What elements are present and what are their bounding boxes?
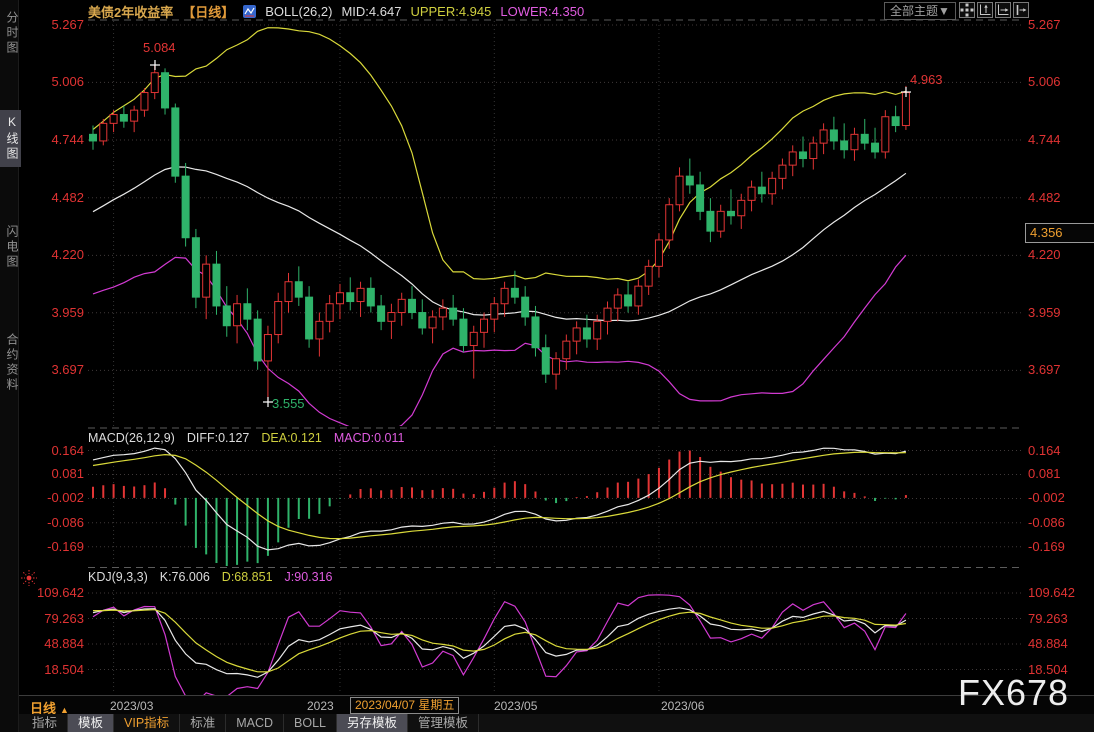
kdj-d-value: D:68.851 <box>221 570 273 584</box>
instrument-title: 美债2年收益率 <box>88 4 174 20</box>
y-axis-label-left: 4.220 <box>51 247 84 263</box>
date-tick-label: 2023/06 <box>661 699 705 713</box>
date-tick-label: 2023/03 <box>110 699 154 713</box>
period-arrow-icon: ▲ <box>60 705 69 715</box>
kdj-header: KDJ(9,3,3) K:76.006 D:68.851 J:90.316 <box>88 570 333 584</box>
y-axis-label-right: 48.884 <box>1028 636 1068 651</box>
period-tag: 【日线】 <box>182 4 235 20</box>
boll-upper-value: UPPER:4.945 <box>410 3 492 19</box>
boll-indicator-label: BOLL(26,2) <box>265 3 333 19</box>
scale-horizontal-icon[interactable] <box>995 2 1011 18</box>
period-selector[interactable]: 日线 ▲ <box>30 698 69 717</box>
scale-vertical-icon[interactable] <box>977 2 993 18</box>
y-axis-label-right: -0.002 <box>1028 490 1065 506</box>
alert-sun-icon[interactable] <box>20 569 38 587</box>
selected-date-box: 2023/04/07 星期五 <box>350 697 460 714</box>
y-axis-label-left: 3.959 <box>51 304 84 320</box>
tab-templates[interactable]: 模板 <box>68 714 115 732</box>
y-axis-label-right: -0.169 <box>1028 538 1065 554</box>
y-axis-label-left: -0.002 <box>47 490 84 506</box>
kdj-k-value: K:76.006 <box>159 570 210 584</box>
sidebar: 分时图 K线图 闪电图 合约资料 <box>0 0 21 732</box>
y-axis-label-left: 4.482 <box>51 189 84 205</box>
y-axis-label-right: 0.081 <box>1028 466 1061 482</box>
tab-save-template[interactable]: 另存模板 <box>336 714 408 732</box>
period-label: 日线 <box>30 701 57 716</box>
y-axis-label-left: 5.267 <box>51 17 84 32</box>
y-axis-label-right: 5.267 <box>1028 17 1061 32</box>
y-axis-label-right: 79.263 <box>1028 610 1068 626</box>
tab-manage-template[interactable]: 管理模板 <box>408 714 480 732</box>
sidebar-item-timeshare-chart[interactable]: 分时图 <box>5 11 19 56</box>
y-axis-label-right: 3.959 <box>1028 304 1061 320</box>
date-tick-label: 2023/05 <box>494 699 538 713</box>
y-axis-label-right: 18.504 <box>1028 661 1068 677</box>
tab-standard[interactable]: 标准 <box>180 714 227 732</box>
theme-dropdown[interactable]: 全部主题▼ <box>884 2 956 20</box>
bottom-toolbar: 指标 模板 VIP指标 标准 MACD BOLL 另存模板 管理模板 <box>18 714 1094 732</box>
y-axis-label-left: -0.169 <box>47 538 84 554</box>
sidebar-item-flash-chart[interactable]: 闪电图 <box>5 225 19 270</box>
y-axis-label-right: 4.482 <box>1028 189 1061 205</box>
y-axis-label-right: 109.642 <box>1028 585 1075 600</box>
y-axis-label-right: 4.220 <box>1028 247 1061 263</box>
y-axis-label-left: 0.164 <box>51 442 84 458</box>
chart-header: 美债2年收益率 【日线】 BOLL(26,2) MID:4.647 UPPER:… <box>88 3 585 20</box>
y-axis-label-right: 4.744 <box>1028 132 1061 148</box>
tab-boll[interactable]: BOLL <box>284 714 337 732</box>
y-axis-label-left: 5.006 <box>51 74 84 90</box>
macd-diff-value: DIFF:0.127 <box>186 431 250 445</box>
kdj-indicator-label: KDJ(9,3,3) <box>88 570 148 584</box>
y-axis-label-left: 18.504 <box>44 661 84 677</box>
y-axis-label-right: 3.697 <box>1028 362 1061 378</box>
y-axis-label-left: 0.081 <box>51 466 84 482</box>
y-axis-label-left: 79.263 <box>44 610 84 626</box>
y-axis-label-right: 0.164 <box>1028 442 1061 458</box>
shift-right-icon[interactable] <box>1013 2 1029 18</box>
y-axis-label-left: 3.697 <box>51 362 84 378</box>
mini-chart-icon <box>243 4 257 18</box>
boll-lower-value: LOWER:4.350 <box>500 3 585 19</box>
price-annotation: 4.963 <box>910 72 943 87</box>
y-axis-label-right: -0.086 <box>1028 514 1065 530</box>
watermark: FX678 <box>958 672 1070 713</box>
price-annotation: 5.084 <box>143 40 176 55</box>
theme-dropdown-label: 全部主题▼ <box>890 4 950 18</box>
price-annotation: 3.555 <box>272 396 305 411</box>
macd-dea-value: DEA:0.121 <box>261 431 322 445</box>
right-scale-price-box: 4.356 <box>1025 223 1094 243</box>
y-axis-label-left: 48.884 <box>44 636 84 651</box>
macd-header: MACD(26,12,9) DIFF:0.127 DEA:0.121 MACD:… <box>88 431 404 445</box>
date-tick-label: 2023 <box>307 699 334 713</box>
y-axis-label-left: 109.642 <box>37 585 84 600</box>
tab-vip-indicators[interactable]: VIP指标 <box>114 714 181 732</box>
kdj-j-value: J:90.316 <box>284 570 333 584</box>
macd-indicator-label: MACD(26,12,9) <box>88 431 175 445</box>
y-axis-label-left: -0.086 <box>47 514 84 530</box>
y-axis-label-right: 5.006 <box>1028 74 1061 90</box>
boll-mid-value: MID:4.647 <box>341 3 402 19</box>
tab-indicators[interactable]: 指标 <box>22 714 69 732</box>
tab-macd[interactable]: MACD <box>226 714 285 732</box>
pan-icon[interactable] <box>959 2 975 18</box>
chart-tools <box>959 2 1029 18</box>
y-axis-label-left: 4.744 <box>51 132 84 148</box>
sidebar-item-contract-info[interactable]: 合约资料 <box>5 333 19 393</box>
sidebar-item-kline-chart[interactable]: K线图 <box>0 110 21 167</box>
macd-macd-value: MACD:0.011 <box>333 431 405 445</box>
date-axis: 日线 ▲ 2023/03 2023 2023/04/07 星期五 2023/05 2023… <box>18 695 1094 717</box>
